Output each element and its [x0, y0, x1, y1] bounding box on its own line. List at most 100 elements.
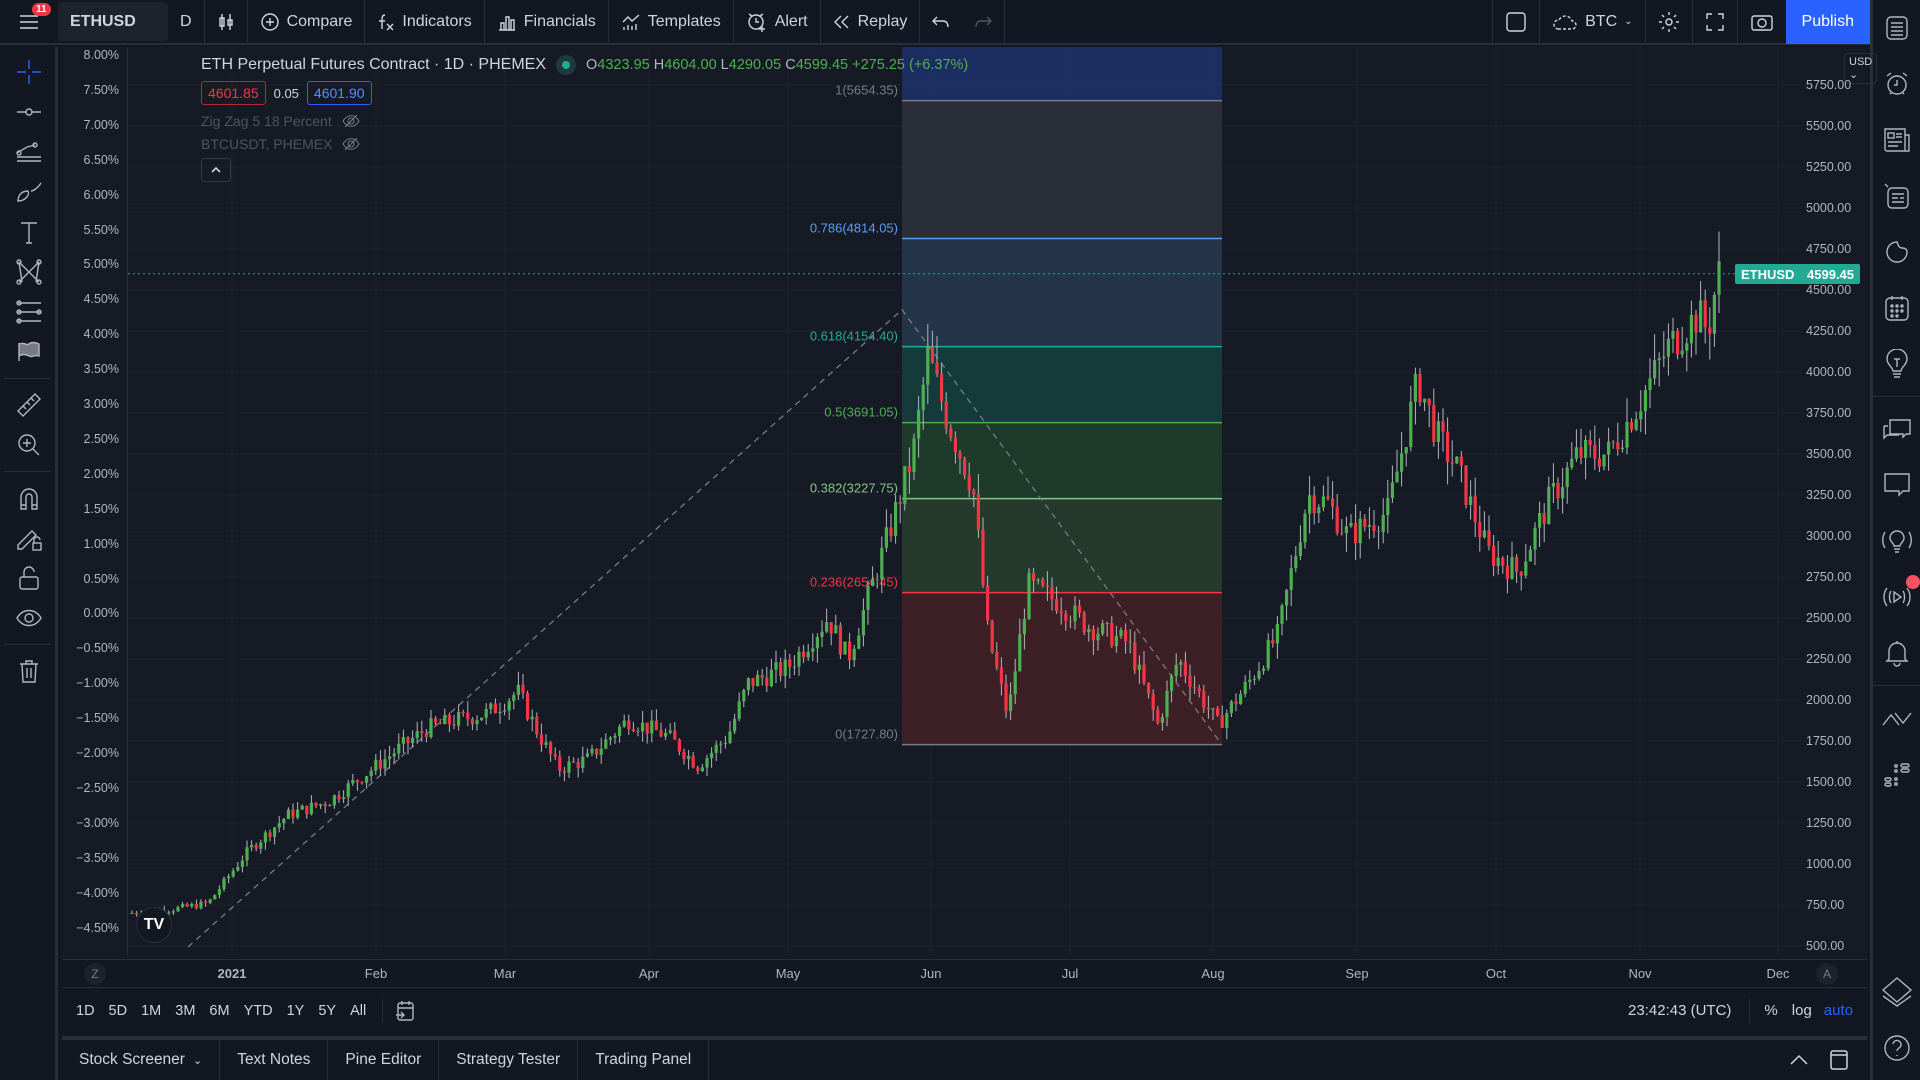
bell-icon [1884, 641, 1909, 667]
interval-button[interactable]: D [168, 0, 205, 44]
indicator-btcusdt[interactable]: BTCUSDT, PHEMEX [201, 136, 333, 152]
layout-select-button[interactable] [1492, 0, 1541, 44]
time-tick: 2021 [217, 966, 247, 981]
svg-text:0(1727.80): 0(1727.80) [835, 727, 898, 742]
compare-button[interactable]: Compare [248, 0, 366, 44]
dom-button[interactable] [1873, 746, 1920, 802]
eye-crossed-icon[interactable] [342, 114, 360, 128]
range-ytd[interactable]: YTD [243, 1002, 273, 1019]
clock[interactable]: 23:42:43 (UTC) [1628, 1002, 1732, 1019]
sell-price-button[interactable]: 4601.85 [201, 81, 266, 105]
alert-button[interactable]: Alert [734, 0, 821, 44]
financials-button[interactable]: Financials [485, 0, 609, 44]
text-tool[interactable] [0, 212, 58, 252]
replay-button[interactable]: Replay [821, 0, 921, 44]
undo-icon [932, 16, 950, 27]
tab-stock-screener[interactable]: Stock Screener ⌄ [62, 1040, 221, 1080]
tab-pine-editor[interactable]: Pine Editor [328, 1040, 440, 1080]
tradingview-logo[interactable]: TV [136, 907, 172, 943]
tab-text-notes[interactable]: Text Notes [220, 1040, 329, 1080]
lock-all-button[interactable] [0, 558, 58, 598]
zoom-in-tool[interactable] [0, 425, 58, 465]
settings-button[interactable] [1646, 0, 1693, 44]
calendar-icon [1884, 296, 1909, 321]
lock-drawings-button[interactable] [0, 518, 58, 558]
live-streams-button[interactable] [1873, 569, 1920, 625]
plus-circle-icon [260, 12, 279, 31]
range-1y[interactable]: 1Y [286, 1002, 305, 1019]
percent-tick: 3.00% [83, 397, 119, 411]
icon-tool[interactable] [0, 332, 58, 372]
tab-strategy-tester[interactable]: Strategy Tester [439, 1040, 579, 1080]
range-5d[interactable]: 5D [108, 1002, 128, 1019]
order-panel-button[interactable] [1873, 690, 1920, 746]
series-title[interactable]: ETH Perpetual Futures Contract · 1D · PH… [201, 56, 546, 73]
brush-tool[interactable] [0, 172, 58, 212]
percent-scale-toggle[interactable]: % [1764, 1002, 1778, 1019]
help-button[interactable] [1873, 1020, 1920, 1076]
log-scale-toggle[interactable]: log [1791, 1002, 1812, 1019]
chart-plot[interactable]: 1(5654.35) 0.786(4814.05) 0.618(4154.40) 0.… [128, 47, 1802, 955]
maximize-panel-icon[interactable] [1829, 1049, 1849, 1071]
goto-date-icon[interactable] [395, 1000, 415, 1022]
templates-button[interactable]: Templates [609, 0, 734, 44]
auto-scale-toggle[interactable]: auto [1823, 1002, 1853, 1019]
notifications-button[interactable] [1873, 625, 1920, 681]
ideas-button[interactable] [1873, 336, 1920, 392]
chevron-up-icon[interactable] [1789, 1054, 1809, 1066]
save-layout-button[interactable]: BTC ⌄ [1540, 0, 1646, 44]
time-axis[interactable]: Z A 2021 Feb Mar Apr May Jun Jul Aug Sep Oct Nov De… [62, 959, 1867, 987]
chart-type-button[interactable] [205, 0, 248, 44]
tab-trading-panel[interactable]: Trading Panel [578, 1040, 710, 1080]
magnet-icon [20, 488, 38, 510]
object-tree-button[interactable] [1873, 964, 1920, 1020]
streams-button[interactable] [1873, 513, 1920, 569]
range-1m[interactable]: 1M [141, 1002, 162, 1019]
buy-price-button[interactable]: 4601.90 [306, 81, 372, 105]
watchlist-button[interactable] [1873, 0, 1920, 56]
crosshair-tool[interactable] [0, 52, 58, 92]
pattern-tool[interactable] [0, 252, 58, 292]
undo-button[interactable] [920, 0, 962, 44]
private-chats-button[interactable] [1873, 457, 1920, 513]
collapse-legend-button[interactable] [201, 158, 231, 182]
redo-button[interactable] [962, 0, 1006, 44]
magnet-mode-button[interactable] [0, 478, 58, 518]
eye-crossed-icon[interactable] [342, 137, 361, 151]
hotlist-fire-button[interactable] [1873, 224, 1920, 280]
news-button[interactable] [1873, 112, 1920, 168]
svg-text:0.236(2654.45): 0.236(2654.45) [810, 575, 898, 590]
remove-drawings-button[interactable] [0, 651, 58, 691]
indicator-zigzag[interactable]: Zig Zag 5 18 Percent [201, 113, 332, 129]
rewind-icon [833, 15, 849, 28]
chart-area[interactable]: 8.00% 7.50% 7.00% 6.50% 6.00% 5.50% 5.00% 4.50%… [62, 47, 1878, 959]
range-1d[interactable]: 1D [76, 1002, 95, 1019]
prediction-icon [16, 300, 42, 324]
alerts-button[interactable] [1873, 56, 1920, 112]
auto-scale-button[interactable]: A [1816, 963, 1838, 985]
range-3m[interactable]: 3M [175, 1002, 196, 1019]
zoom-out-button[interactable]: Z [84, 963, 106, 985]
indicators-button[interactable]: Indicators [365, 0, 485, 44]
trend-line-tool[interactable] [0, 92, 58, 132]
calendar-button[interactable] [1873, 280, 1920, 336]
range-6m[interactable]: 6M [209, 1002, 230, 1019]
notification-badge: 11 [32, 3, 51, 16]
chats-button[interactable] [1873, 401, 1920, 457]
percent-axis[interactable]: 8.00% 7.50% 7.00% 6.50% 6.00% 5.50% 5.00% 4.50%… [62, 47, 128, 955]
currency-select[interactable]: USD ⌄ [1844, 53, 1878, 84]
measure-tool[interactable] [0, 385, 58, 425]
symbol-search-button[interactable]: ETHUSD [58, 2, 168, 41]
main-menu-button[interactable]: 11 [0, 0, 58, 44]
hide-drawings-button[interactable] [0, 598, 58, 638]
percent-tick: 2.00% [83, 466, 119, 481]
range-5y[interactable]: 5Y [318, 1002, 337, 1019]
forecast-tool[interactable] [0, 292, 58, 332]
fullscreen-button[interactable] [1693, 0, 1738, 44]
hotlists-button[interactable] [1873, 168, 1920, 224]
snapshot-button[interactable] [1738, 0, 1786, 44]
publish-button[interactable]: Publish [1785, 0, 1870, 44]
range-all[interactable]: All [350, 1002, 367, 1019]
fib-tool[interactable] [0, 132, 58, 172]
price-axis[interactable]: USD ⌄ 5750.00 5500.00 5250.00 5000.00 4750.0… [1802, 47, 1878, 955]
